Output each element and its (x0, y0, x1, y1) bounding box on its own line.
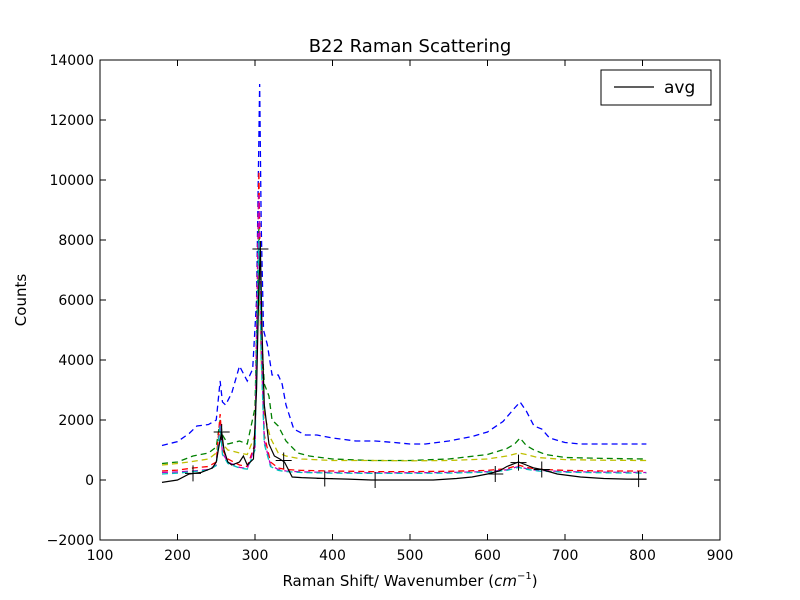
avg-marker (630, 471, 647, 488)
avg-marker (252, 241, 269, 257)
y-tick-label: 10000 (49, 173, 94, 189)
avg-marker (213, 424, 230, 440)
avg-marker (533, 461, 550, 478)
x-tick-labels: 100 200 300 400 500 600 700 800 900 (87, 548, 734, 564)
series-line-blue-dashed (161, 83, 647, 447)
x-tick-label: 900 (707, 548, 734, 564)
x-tick-label: 600 (474, 548, 501, 564)
avg-marker (367, 472, 384, 488)
legend-avg-label: avg (664, 78, 695, 98)
x-axis-label-math: cm (494, 572, 517, 590)
x-axis-label-sup: −1 (517, 571, 532, 582)
y-tick-label: 4000 (58, 353, 94, 369)
avg-marker (510, 454, 527, 471)
x-tick-label: 500 (397, 548, 424, 564)
y-tick-label: 8000 (58, 233, 94, 249)
series-line-cyan-dashed (161, 239, 647, 475)
avg-marker (275, 452, 292, 469)
y-tick-labels: −2000 0 2000 4000 6000 8000 10000 12000 14000 (47, 53, 94, 549)
x-axis-label-text: Raman Shift/ Wavenumber ( (282, 572, 494, 590)
y-tick-label: 14000 (49, 53, 94, 69)
avg-marker (487, 466, 504, 482)
avg-marker (185, 465, 201, 482)
avg-markers (185, 241, 647, 488)
x-axis-label: Raman Shift/ Wavenumber (cm−1) (282, 571, 537, 590)
y-tick-label: −2000 (47, 533, 94, 549)
avg-marker (316, 470, 333, 487)
series-line-red-dashed (161, 170, 647, 473)
y-tick-label: 2000 (58, 413, 94, 429)
plot-frame (99, 59, 721, 541)
x-tick-label: 100 (87, 548, 114, 564)
x-tick-label: 700 (552, 548, 579, 564)
legend: avg (600, 69, 712, 106)
x-tick-label: 200 (164, 548, 191, 564)
x-tick-label: 800 (629, 548, 656, 564)
x-tick-label: 300 (242, 548, 269, 564)
y-tick-label: 6000 (58, 293, 94, 309)
x-axis-label-close: ) (532, 572, 538, 590)
y-tick-label: 0 (85, 473, 94, 489)
y-axis-label: Counts (12, 274, 30, 327)
x-tick-label: 400 (319, 548, 346, 564)
y-tick-label: 12000 (49, 113, 94, 129)
chart-title: B22 Raman Scattering (309, 36, 512, 57)
